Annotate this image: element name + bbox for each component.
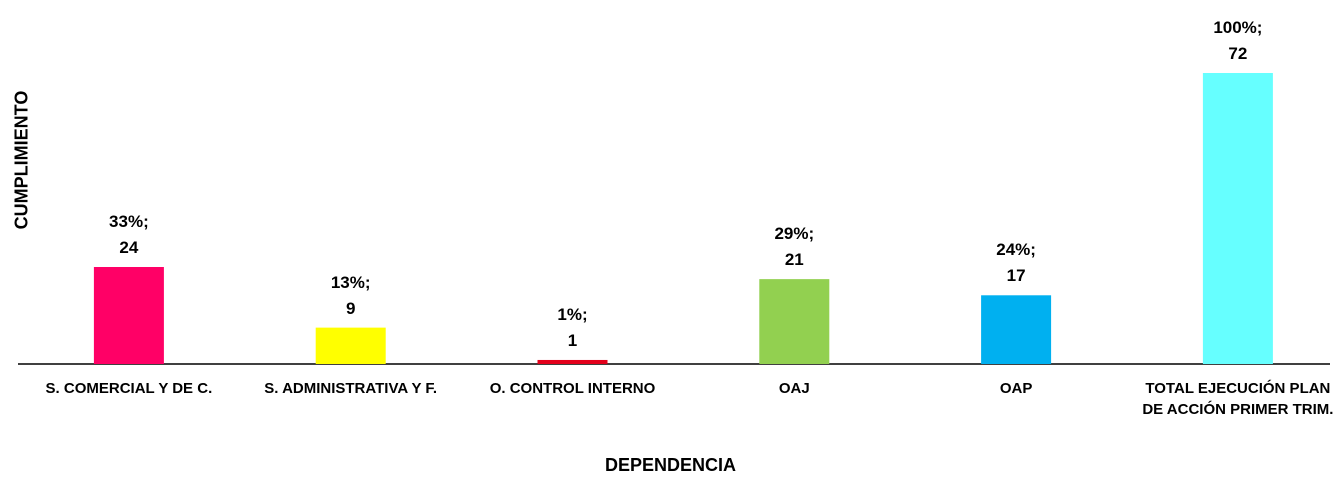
x-tick-label: OAP [999, 380, 1033, 397]
value-label: 29%; 21 [774, 224, 815, 270]
bar [759, 279, 830, 364]
value-label: 24%; 17 [996, 240, 1036, 286]
x-tick-label: S. ADMINISTRATIVA Y F. [264, 380, 438, 397]
x-axis-label: DEPENDENCIA [604, 455, 737, 475]
bar [981, 295, 1052, 364]
x-tick-label: TOTAL EJECUCIÓN PLAN DE ACCIÓN PRIMER TR… [1142, 380, 1334, 418]
y-axis-label: CUMPLIMIENTO [11, 90, 32, 230]
bar [537, 359, 608, 364]
bar [1202, 73, 1273, 364]
value-label: 13%; 9 [330, 272, 371, 318]
value-label: 100%; 72 [1213, 18, 1263, 63]
bar [93, 267, 164, 364]
value-label: 1%; 1 [557, 304, 588, 350]
value-label: 33%; 24 [109, 212, 149, 257]
x-tick-label: OAJ [778, 380, 810, 397]
bar [315, 327, 386, 364]
x-tick-label: O. CONTROL INTERNO [489, 380, 656, 397]
x-tick-label: S. COMERCIAL Y DE C. [45, 380, 213, 397]
